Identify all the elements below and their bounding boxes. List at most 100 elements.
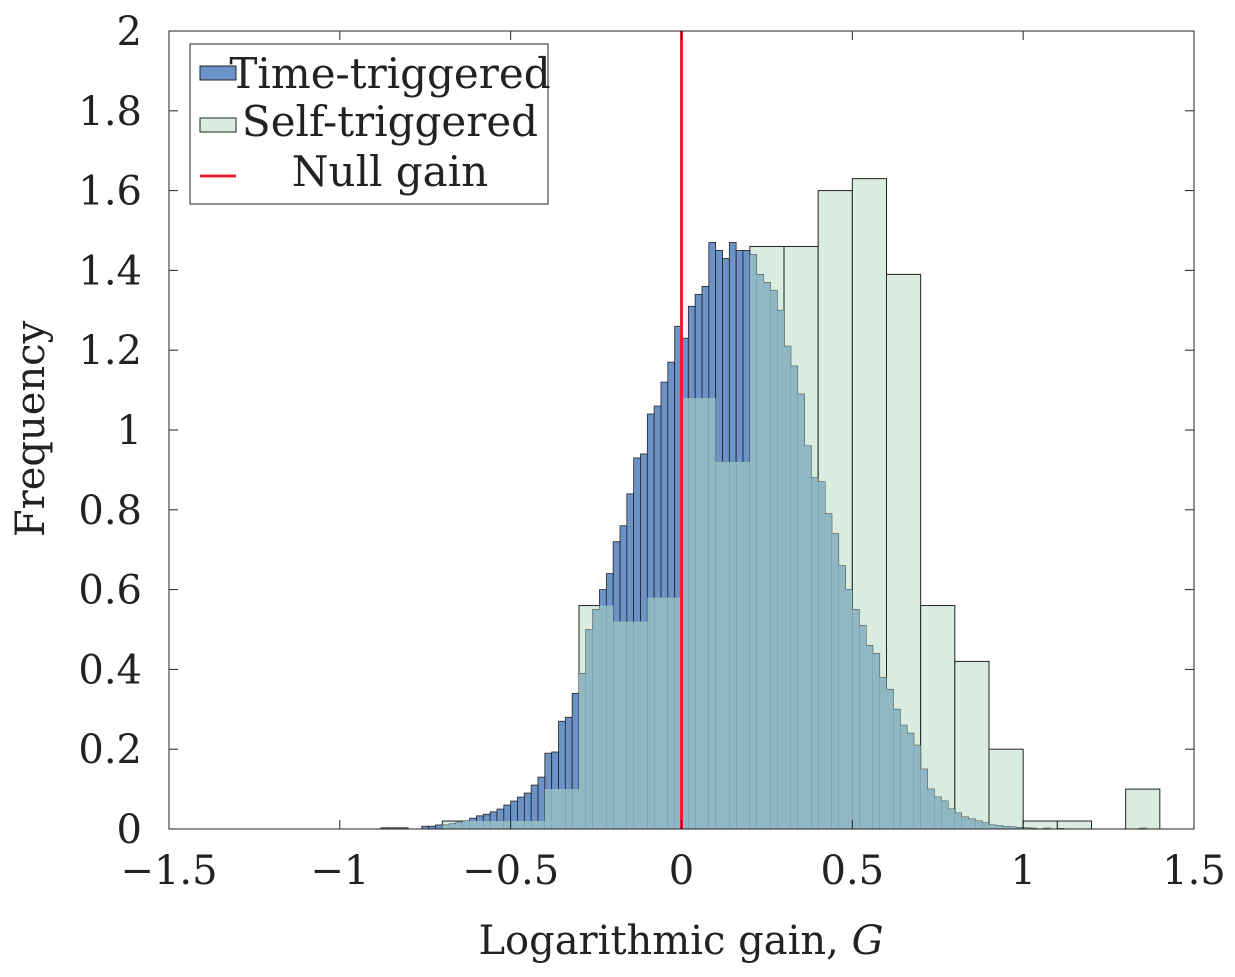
overlap-bar-14: [477, 821, 484, 829]
overlap-bar-75: [893, 709, 900, 829]
overlap-bar-17: [497, 821, 504, 829]
overlap-bar-79: [921, 769, 928, 829]
overlap-bar-59: [784, 346, 791, 829]
overlap-bar-21: [524, 821, 531, 829]
overlap-bar-78: [914, 745, 921, 829]
overlap-bar-53: [743, 462, 750, 829]
overlap-bar-50: [723, 462, 730, 829]
x-tick-label-1: −1: [310, 848, 369, 894]
overlap-bar-35: [620, 622, 627, 829]
overlap-bar-30: [586, 630, 593, 830]
x-axis-title-var: G: [852, 918, 884, 964]
overlap-bar-51: [729, 462, 736, 829]
overlap-bar-41: [661, 598, 668, 829]
overlap-bar-33: [606, 606, 613, 829]
self-triggered-bar-18: [1057, 821, 1091, 829]
overlap-bar-60: [791, 366, 798, 829]
y-tick-labels: 00.20.40.60.811.21.41.61.82: [78, 9, 142, 853]
overlap-bar-81: [934, 797, 941, 829]
overlap-bar-58: [777, 310, 784, 829]
overlap-bar-24: [545, 789, 552, 829]
overlap-bar-69: [852, 610, 859, 829]
overlap-bar-26: [559, 789, 566, 829]
overlap-bar-46: [695, 398, 702, 829]
legend: Time-triggered Self-triggered Null gain: [190, 44, 551, 204]
overlap-bar-28: [572, 789, 579, 829]
overlap-bar-82: [941, 801, 948, 829]
y-tick-label-9: 1.8: [78, 89, 142, 135]
overlap-bar-77: [907, 733, 914, 829]
y-tick-label-3: 0.6: [78, 568, 142, 614]
y-tick-label-5: 1: [117, 408, 142, 454]
overlap-bar-56: [764, 282, 771, 829]
y-axis-title: Frequency: [8, 320, 54, 537]
overlap-bar-55: [757, 274, 764, 829]
legend-label-self-triggered: Self-triggered: [242, 97, 538, 146]
overlap-bar-89: [989, 825, 996, 829]
y-tick-label-8: 1.6: [78, 169, 142, 215]
x-axis-title-text: Logarithmic gain,: [478, 918, 851, 964]
overlap-bar-84: [955, 813, 962, 829]
self-triggered-bar-15: [955, 661, 989, 829]
legend-swatch-self-triggered: [200, 118, 236, 132]
overlap-bar-16: [490, 821, 497, 829]
overlap-bar-62: [805, 446, 812, 829]
self-triggered-bar-16: [989, 749, 1023, 829]
x-tick-label-6: 1.5: [1162, 848, 1226, 894]
overlap-bar-67: [839, 566, 846, 829]
overlap-bar-71: [866, 645, 873, 829]
overlap-bar-15: [483, 821, 490, 829]
overlap-bar-18: [504, 821, 511, 829]
overlap-bar-20: [518, 821, 525, 829]
y-tick-label-6: 1.2: [78, 328, 142, 374]
overlap-bar-40: [654, 598, 661, 829]
x-tick-label-2: −0.5: [462, 848, 559, 894]
y-tick-label-7: 1.4: [78, 248, 142, 294]
overlap-bar-39: [647, 598, 654, 829]
overlap-bar-10: [449, 824, 456, 829]
overlap-bar-52: [736, 462, 743, 829]
overlap-bar-42: [668, 598, 675, 829]
overlap-bar-27: [565, 789, 572, 829]
x-tick-label-3: 0: [669, 848, 694, 894]
overlap-bar-47: [702, 398, 709, 829]
overlap-bar-12: [463, 821, 470, 829]
overlap-bar-38: [641, 622, 648, 829]
y-tick-label-4: 0.8: [78, 488, 142, 534]
y-tick-label-10: 2: [117, 9, 142, 55]
overlap-bar-74: [887, 689, 894, 829]
overlap-bar-57: [770, 290, 777, 829]
y-tick-label-0: 0: [117, 807, 142, 853]
overlap-bar-32: [600, 606, 607, 829]
x-axis-title: Logarithmic gain, G: [478, 918, 883, 964]
overlap-bar-88: [982, 823, 989, 829]
overlap-bar-68: [846, 590, 853, 829]
legend-label-time-triggered: Time-triggered: [229, 49, 550, 98]
overlap-bar-25: [552, 789, 559, 829]
overlap-bar-9: [442, 825, 449, 829]
overlap-bar-48: [709, 398, 716, 829]
overlap-bar-29: [579, 673, 586, 829]
y-tick-label-1: 0.2: [78, 727, 142, 773]
overlap-bar-66: [832, 534, 839, 829]
overlap-bar-80: [928, 789, 935, 829]
overlap-bar-72: [873, 653, 880, 829]
overlap-bar-11: [456, 822, 463, 829]
overlap-bar-34: [613, 622, 620, 829]
overlap-bar-54: [750, 254, 757, 829]
overlap-bar-23: [538, 821, 545, 829]
overlap-bar-63: [811, 478, 818, 829]
overlap-bar-61: [798, 394, 805, 829]
overlap-bar-19: [511, 821, 518, 829]
x-tick-label-5: 1: [1010, 848, 1035, 894]
overlap-bar-70: [859, 626, 866, 829]
overlap-bar-13: [470, 821, 477, 829]
overlap-bar-83: [948, 809, 955, 829]
overlap-bar-45: [688, 398, 695, 829]
overlap-bar-65: [825, 514, 832, 829]
overlap-bar-87: [975, 821, 982, 829]
overlap-bar-64: [818, 482, 825, 829]
